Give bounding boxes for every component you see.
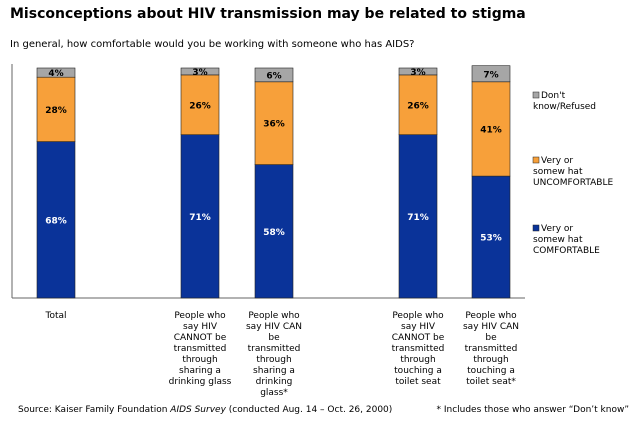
category-label-line: touching a [394, 366, 442, 376]
category-label-line: say HIV CAN [463, 322, 519, 332]
category-label-4: People who say HIV CAN be transmitted throug… [463, 311, 519, 387]
category-label-line: People who [465, 311, 517, 321]
category-label-line: toilet seat* [466, 377, 516, 387]
legend-swatch-0 [532, 224, 540, 232]
category-label-line: People who [392, 311, 444, 321]
bar-segment-0-1 [36, 76, 76, 142]
footnote: * Includes those who answer “Don’t know” [436, 405, 629, 415]
legend-label-0: Very or somew hat COMFORTABLE [533, 224, 600, 256]
bar-value-label-3-2: 3% [410, 68, 425, 78]
legend-label-line: Very or [541, 156, 573, 166]
legend-swatch-1 [532, 156, 540, 164]
bar-value-label-4-2: 7% [483, 70, 498, 80]
bar-value-label-0-2: 4% [48, 69, 63, 79]
bar-segment-0-2 [36, 67, 76, 78]
chart-title: Misconceptions about HIV transmission ma… [10, 6, 526, 22]
legend-label-line: Don't [541, 91, 566, 101]
bar-value-label-1-1: 26% [189, 101, 211, 111]
category-label-line: through [473, 355, 508, 365]
category-label-1: People who say HIV CANNOT be transmitted thr… [169, 311, 232, 387]
bar-segment-0-0 [36, 141, 76, 299]
legend-label-line: somew hat [533, 235, 583, 245]
bar-value-label-3-0: 71% [407, 213, 429, 223]
bar-value-label-1-2: 3% [192, 68, 207, 78]
bar-value-label-0-0: 68% [45, 216, 67, 226]
bar-value-label-2-0: 58% [263, 228, 285, 238]
category-label-3: People who say HIV CANNOT be transmitted thr… [392, 311, 445, 387]
source-prefix: Source: Kaiser Family Foundation [18, 405, 171, 415]
bar-value-label-4-0: 53% [480, 234, 502, 244]
bar-segment-3-0 [398, 134, 438, 299]
category-label-line: be [268, 333, 280, 343]
source-survey-name: AIDS Survey [170, 405, 226, 415]
legend-label-line: COMFORTABLE [533, 246, 600, 256]
bar-value-label-2-2: 6% [266, 71, 281, 81]
chart-subtitle: In general, how comfortable would you be… [10, 39, 415, 50]
bar-segment-1-0 [180, 134, 220, 299]
legend-label-line: know/Refused [533, 102, 596, 112]
category-label-line: be [485, 333, 497, 343]
legend-label-line: Very or [541, 224, 573, 234]
category-label-line: CANNOT be [174, 333, 227, 343]
category-label-line: say HIV CAN [246, 322, 302, 332]
bar-segment-3-2 [398, 67, 438, 76]
bar-segment-3-1 [398, 74, 438, 136]
bar-segment-1-2 [180, 67, 220, 76]
legend-label-line: UNCOMFORTABLE [533, 178, 613, 188]
category-label-line: glass* [260, 388, 288, 398]
legend-label-line: somew hat [533, 167, 583, 177]
bar-segment-2-2 [254, 67, 294, 83]
category-label-line: through [400, 355, 435, 365]
category-label-line: sharing a [179, 366, 221, 376]
category-label-line: through [256, 355, 291, 365]
bar-segment-2-1 [254, 81, 294, 165]
bar-segment-4-1 [471, 81, 511, 177]
bar-segment-4-2 [471, 65, 511, 83]
bar-value-label-0-1: 28% [45, 106, 67, 116]
legend-label-1: Very or somew hat UNCOMFORTABLE [533, 156, 613, 188]
category-label-line: transmitted [248, 344, 301, 354]
bar-segment-2-0 [254, 164, 294, 299]
bar-value-label-3-1: 26% [407, 101, 429, 111]
source-note: Source: Kaiser Family Foundation AIDS Su… [18, 405, 392, 415]
category-label-line: Total [44, 311, 66, 321]
category-label-line: say HIV [401, 322, 436, 332]
category-label-line: sharing a [253, 366, 295, 376]
category-label-0: Total [44, 311, 66, 321]
category-label-line: through [182, 355, 217, 365]
bar-value-label-2-1: 36% [263, 120, 285, 130]
category-label-line: touching a [467, 366, 515, 376]
category-label-line: CANNOT be [392, 333, 445, 343]
source-suffix: (conducted Aug. 14 – Oct. 26, 2000) [225, 405, 393, 415]
category-label-line: say HIV [183, 322, 218, 332]
bar-value-label-1-0: 71% [189, 213, 211, 223]
category-label-line: toilet seat [395, 377, 441, 387]
category-label-line: drinking glass [169, 377, 232, 387]
bar-segment-1-1 [180, 74, 220, 136]
category-label-line: transmitted [465, 344, 518, 354]
category-label-line: drinking [256, 377, 293, 387]
bar-value-label-4-1: 41% [480, 125, 502, 135]
category-label-line: People who [248, 311, 300, 321]
category-label-line: transmitted [174, 344, 227, 354]
legend-label-2: Don't know/Refused [533, 91, 596, 112]
category-label-line: People who [174, 311, 226, 321]
category-label-2: People who say HIV CAN be transmitted throug… [246, 311, 302, 398]
category-label-line: transmitted [392, 344, 445, 354]
legend-swatch-2 [532, 91, 540, 99]
